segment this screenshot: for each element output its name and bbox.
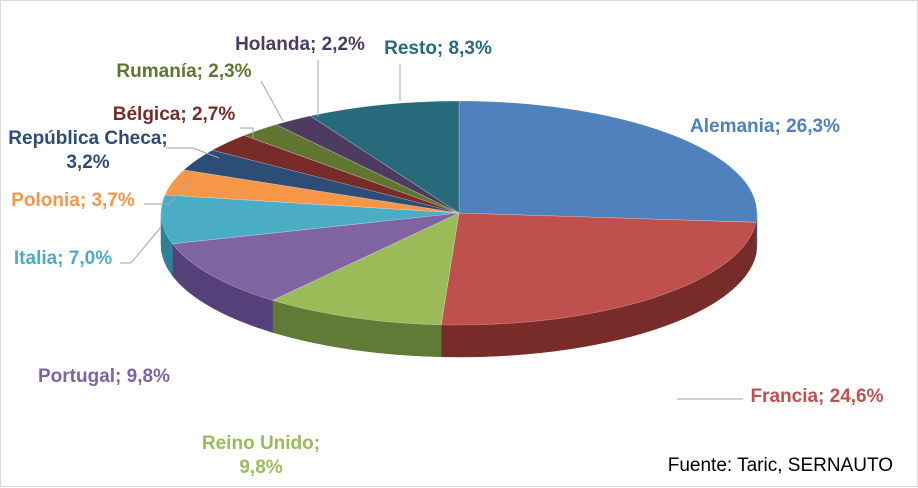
leader-line-6: [166, 147, 220, 159]
data-label-holanda: Holanda; 2,2%: [235, 34, 365, 55]
pie-slice-0: [458, 100, 758, 223]
leader-line-7: [240, 127, 254, 138]
pie-slice-2: [271, 212, 460, 326]
pie-slice-3: [171, 212, 460, 301]
pie-slice-9: [275, 115, 460, 214]
data-label-bélgica: Bélgica; 2,7%: [113, 104, 236, 125]
pie-slice-6: [183, 149, 460, 214]
data-label-francia: Francia; 24,6%: [750, 386, 883, 407]
data-labels: Alemania; 26,3% Francia; 24,6% Reino Unido…: [8, 34, 883, 478]
data-label-portugal: Portugal; 9,8%: [38, 366, 170, 387]
pie-slice-7: [211, 135, 460, 214]
pie-slices: [160, 100, 758, 326]
data-label-alemania: Alemania; 26,3%: [690, 116, 840, 137]
source-note: Fuente: Taric, SERNAUTO: [667, 455, 893, 476]
pie-slice-5: [164, 169, 460, 214]
leader-line-5: [144, 179, 192, 205]
data-label-resto: Resto; 8,3%: [384, 38, 492, 59]
pie-slice-8: [243, 124, 460, 214]
data-label-italia: Italia; 7,0%: [14, 248, 112, 269]
data-label-polonia: Polonia; 3,7%: [11, 190, 135, 211]
leader-line-8: [260, 80, 284, 122]
pie-slice-10: [309, 100, 460, 214]
data-label-reino-unido: Reino Unido; 9,8%: [202, 433, 320, 478]
pie-slice-1: [440, 212, 757, 326]
leader-line-4: [120, 226, 162, 264]
data-label-república-checa: República Checa; 3,2%: [8, 128, 167, 173]
leader-lines: [120, 60, 743, 400]
pie-sides: [160, 212, 758, 358]
data-label-rumanía: Rumanía; 2,3%: [116, 61, 251, 82]
pie-slice-4: [160, 194, 460, 245]
